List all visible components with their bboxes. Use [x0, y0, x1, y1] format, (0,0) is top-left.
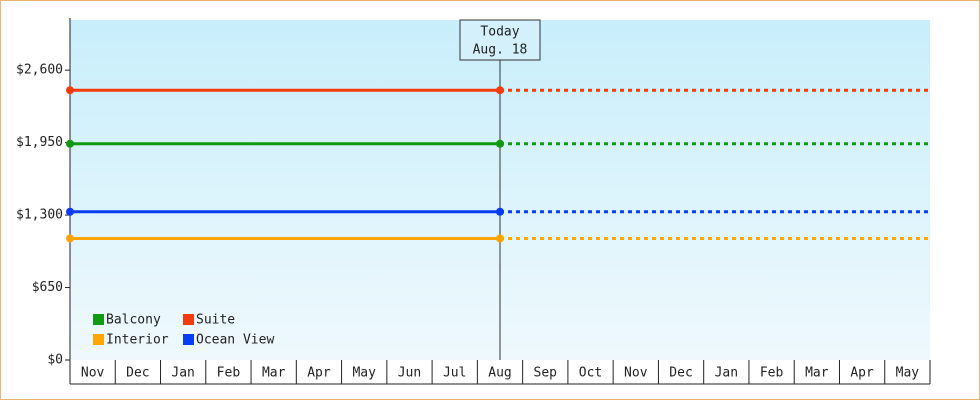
legend-swatch: [93, 334, 104, 345]
x-tick-label: Mar: [262, 366, 286, 381]
y-tick-label: $1,300: [16, 208, 63, 223]
point: [66, 139, 74, 148]
x-tick-label: Jan: [171, 366, 194, 381]
legend-label: Ocean View: [196, 333, 274, 348]
x-tick-label: Aug: [488, 366, 511, 381]
legend-label: Balcony: [106, 313, 161, 328]
legend-swatch: [183, 334, 194, 345]
today-label: Today: [480, 25, 519, 40]
legend-label: Suite: [196, 313, 235, 328]
x-tick-label: Dec: [126, 366, 149, 381]
x-tick-label: May: [352, 366, 376, 381]
x-tick-label: Sep: [534, 366, 558, 381]
x-tick-label: Oct: [579, 366, 602, 381]
x-tick-label: Dec: [669, 366, 692, 381]
x-tick-label: Mar: [805, 366, 829, 381]
x-tick-label: Jun: [398, 366, 421, 381]
x-tick-label: Jul: [443, 366, 466, 381]
today-box: [459, 19, 541, 61]
point: [66, 86, 74, 95]
point: [496, 139, 504, 148]
x-tick-label: May: [896, 366, 920, 381]
x-tick-label: Feb: [760, 366, 784, 381]
today-date: Aug. 18: [473, 43, 528, 58]
x-tick-label: Apr: [850, 366, 874, 381]
point: [496, 207, 504, 216]
x-tick-label: Apr: [307, 366, 331, 381]
y-tick-label: $650: [32, 280, 63, 295]
point: [66, 207, 74, 216]
x-tick-label: Jan: [715, 366, 738, 381]
y-tick-label: $1,950: [16, 135, 63, 150]
y-tick-label: $2,600: [16, 63, 63, 78]
point: [496, 234, 504, 243]
point: [66, 234, 74, 243]
legend-swatch: [183, 314, 194, 325]
x-tick-label: Nov: [81, 366, 105, 381]
legend-swatch: [93, 314, 104, 325]
point: [496, 86, 504, 95]
x-tick-label: Feb: [217, 366, 241, 381]
y-tick-label: $0: [47, 353, 63, 368]
legend-label: Interior: [106, 333, 169, 348]
x-tick-label: Nov: [624, 366, 648, 381]
